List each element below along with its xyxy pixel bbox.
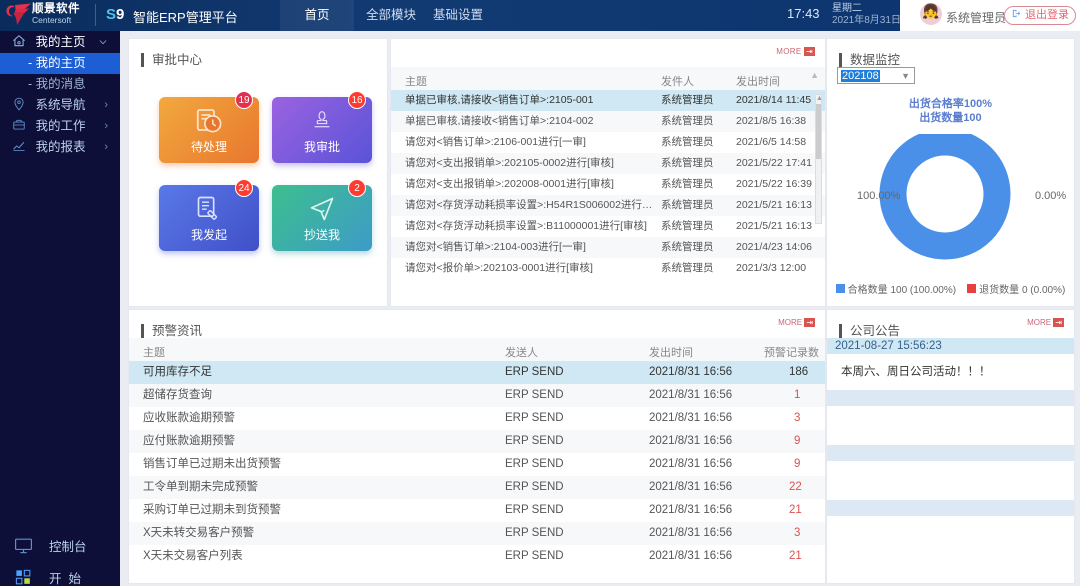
svg-text:100.00%: 100.00%: [857, 190, 901, 202]
svg-text:0.00%: 0.00%: [1035, 190, 1066, 202]
